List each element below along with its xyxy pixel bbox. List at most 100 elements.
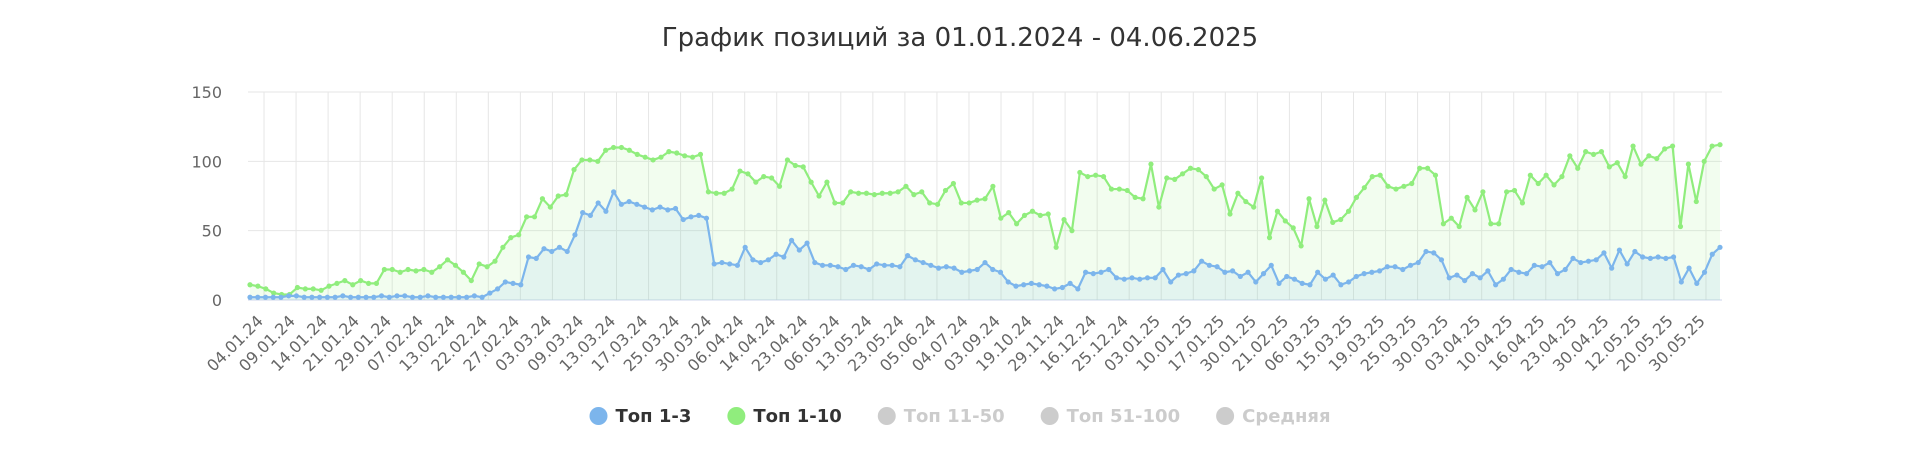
data-point[interactable] bbox=[1029, 208, 1036, 214]
data-point[interactable] bbox=[1353, 194, 1360, 200]
data-point[interactable] bbox=[324, 294, 330, 300]
data-point[interactable] bbox=[1093, 172, 1099, 178]
data-point[interactable] bbox=[1075, 286, 1081, 292]
data-point[interactable] bbox=[1137, 276, 1143, 282]
data-point[interactable] bbox=[705, 189, 711, 195]
data-point[interactable] bbox=[342, 277, 348, 284]
data-point[interactable] bbox=[942, 187, 949, 194]
data-point[interactable] bbox=[1624, 261, 1630, 267]
data-point[interactable] bbox=[641, 204, 648, 210]
data-point[interactable] bbox=[1432, 172, 1439, 178]
data-point[interactable] bbox=[697, 151, 704, 157]
data-point[interactable] bbox=[278, 294, 284, 300]
data-point[interactable] bbox=[317, 294, 323, 300]
data-point[interactable] bbox=[1299, 280, 1305, 286]
data-point[interactable] bbox=[595, 158, 601, 164]
data-point[interactable] bbox=[1106, 266, 1112, 273]
data-point[interactable] bbox=[1678, 279, 1684, 285]
data-point[interactable] bbox=[1638, 161, 1644, 167]
data-point[interactable] bbox=[579, 157, 585, 163]
data-point[interactable] bbox=[1701, 158, 1707, 164]
data-point[interactable] bbox=[1052, 286, 1058, 292]
data-point[interactable] bbox=[1144, 275, 1151, 281]
data-point[interactable] bbox=[1100, 173, 1107, 180]
data-point[interactable] bbox=[1409, 180, 1415, 187]
data-point[interactable] bbox=[1670, 254, 1677, 260]
data-point[interactable] bbox=[1500, 276, 1506, 282]
data-point[interactable] bbox=[1259, 175, 1265, 181]
data-point[interactable] bbox=[1129, 275, 1135, 281]
data-point[interactable] bbox=[452, 262, 459, 268]
data-point[interactable] bbox=[626, 198, 632, 205]
data-point[interactable] bbox=[1148, 161, 1154, 167]
data-point[interactable] bbox=[1614, 160, 1620, 166]
data-point[interactable] bbox=[1400, 266, 1406, 273]
data-point[interactable] bbox=[1085, 173, 1091, 180]
data-point[interactable] bbox=[1140, 196, 1146, 202]
data-point[interactable] bbox=[524, 214, 530, 220]
data-point[interactable] bbox=[1377, 172, 1383, 178]
data-point[interactable] bbox=[318, 287, 324, 293]
data-point[interactable] bbox=[378, 293, 385, 299]
data-point[interactable] bbox=[1616, 247, 1623, 253]
data-point[interactable] bbox=[1496, 221, 1502, 227]
data-point[interactable] bbox=[1036, 282, 1042, 288]
data-point[interactable] bbox=[729, 186, 735, 192]
data-point[interactable] bbox=[1393, 186, 1399, 192]
data-point[interactable] bbox=[950, 180, 956, 187]
data-point[interactable] bbox=[1609, 265, 1615, 271]
data-point[interactable] bbox=[998, 215, 1004, 221]
data-point[interactable] bbox=[1646, 153, 1652, 159]
data-point[interactable] bbox=[958, 200, 964, 206]
data-point[interactable] bbox=[1369, 269, 1375, 275]
data-point[interactable] bbox=[347, 294, 354, 300]
data-point[interactable] bbox=[433, 294, 439, 300]
data-point[interactable] bbox=[1527, 172, 1533, 178]
data-point[interactable] bbox=[1315, 269, 1321, 275]
data-point[interactable] bbox=[1061, 216, 1067, 223]
data-point[interactable] bbox=[429, 269, 435, 275]
data-point[interactable] bbox=[928, 262, 934, 268]
data-point[interactable] bbox=[1606, 164, 1612, 170]
data-point[interactable] bbox=[1417, 165, 1423, 171]
data-point[interactable] bbox=[903, 183, 909, 189]
data-point[interactable] bbox=[935, 265, 942, 271]
data-point[interactable] bbox=[1369, 173, 1375, 180]
data-point[interactable] bbox=[792, 162, 798, 169]
data-point[interactable] bbox=[1195, 167, 1201, 173]
data-point[interactable] bbox=[1438, 257, 1445, 263]
data-point[interactable] bbox=[1222, 269, 1228, 275]
data-point[interactable] bbox=[271, 290, 277, 296]
data-point[interactable] bbox=[765, 257, 771, 263]
data-point[interactable] bbox=[1053, 244, 1059, 250]
data-point[interactable] bbox=[1206, 262, 1212, 268]
data-point[interactable] bbox=[247, 282, 253, 288]
data-point[interactable] bbox=[919, 189, 925, 195]
data-point[interactable] bbox=[417, 294, 423, 300]
data-point[interactable] bbox=[355, 294, 361, 300]
data-point[interactable] bbox=[737, 168, 743, 174]
data-point[interactable] bbox=[1456, 223, 1462, 230]
data-point[interactable] bbox=[658, 154, 664, 160]
data-point[interactable] bbox=[1113, 275, 1120, 281]
data-point[interactable] bbox=[1211, 186, 1217, 192]
data-point[interactable] bbox=[302, 286, 308, 292]
data-point[interactable] bbox=[533, 255, 539, 261]
data-point[interactable] bbox=[326, 283, 332, 289]
data-point[interactable] bbox=[974, 197, 980, 203]
data-point[interactable] bbox=[745, 171, 751, 177]
data-point[interactable] bbox=[642, 154, 648, 160]
data-point[interactable] bbox=[595, 200, 601, 206]
data-point[interactable] bbox=[824, 179, 830, 185]
data-point[interactable] bbox=[456, 294, 462, 300]
data-point[interactable] bbox=[247, 294, 253, 300]
data-point[interactable] bbox=[618, 201, 624, 207]
data-point[interactable] bbox=[301, 294, 307, 300]
data-point[interactable] bbox=[397, 269, 403, 275]
data-point[interactable] bbox=[1322, 276, 1329, 282]
data-point[interactable] bbox=[1268, 262, 1274, 268]
data-point[interactable] bbox=[713, 190, 719, 196]
data-point[interactable] bbox=[1485, 268, 1491, 274]
data-point[interactable] bbox=[881, 262, 888, 268]
data-point[interactable] bbox=[788, 237, 795, 243]
